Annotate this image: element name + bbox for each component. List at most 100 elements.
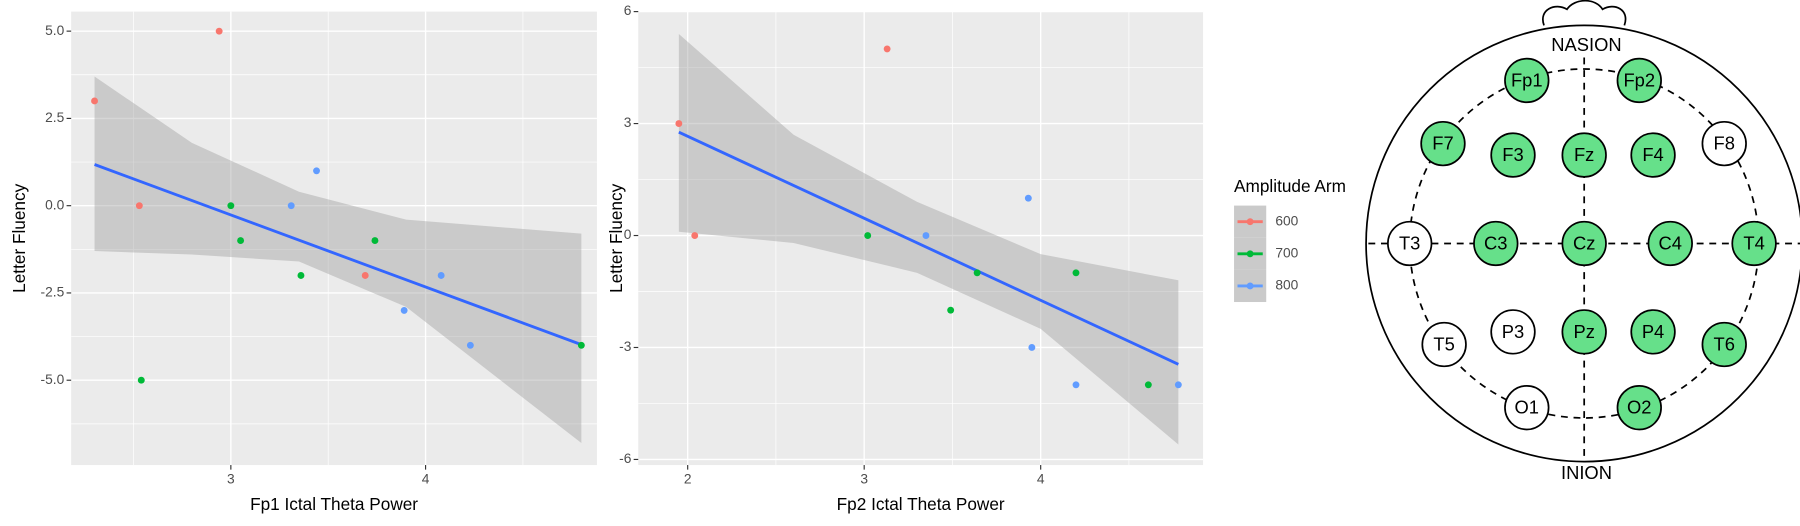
x-tick-label: 2 [684,472,692,487]
electrode-label: F4 [1642,144,1663,165]
electrode-label: F7 [1432,133,1453,154]
electrode-label: P4 [1642,321,1664,342]
eeg-diagram: NASION INION Fp1 Fp2 F7 F3 Fz F4 F8 T3 C3 Cz C4 T4 T… [1365,0,1800,483]
y-tick-label: 5.0 [45,23,64,38]
electrode-label: Fz [1574,144,1594,165]
panel-background [71,11,597,466]
electrode-label: C4 [1659,232,1682,253]
point [135,202,143,210]
point [137,376,145,384]
electrode [1490,132,1536,178]
point [1072,381,1080,389]
y-axis-title: Letter Fluency [9,183,29,292]
legend-label: 700 [1275,245,1298,260]
legend-dot [1246,218,1254,226]
electrode [1504,384,1550,431]
confidence-band [94,76,582,444]
x-tick-label: 3 [227,472,235,487]
electrode [1561,220,1607,267]
point [1072,269,1080,277]
point [577,341,585,349]
y-tick-label: -3 [619,339,632,354]
electrode [1701,120,1747,167]
point [400,306,408,314]
point [1028,344,1036,351]
point [973,269,981,277]
electrode [1473,220,1519,267]
regression-line [94,163,582,346]
electrode [1420,120,1466,167]
regression-line [678,130,1179,366]
legend-title: Amplitude Arm [1234,176,1346,196]
y-tick-label: -2.5 [41,285,65,300]
y-tick-label: -5.0 [41,372,65,387]
legend-label: 800 [1275,278,1298,293]
electrode-label: F8 [1714,133,1735,154]
point [297,272,305,279]
point [947,306,955,314]
point [91,97,98,105]
point [1024,194,1032,202]
y-tick-label: 0 [624,227,632,242]
nasion-label: NASION [1551,34,1621,55]
legend-label: 600 [1275,213,1298,228]
x-tick-label: 4 [1037,472,1045,487]
y-tick-label: -6 [619,451,632,466]
point [864,232,872,239]
electrode-label: Cz [1573,232,1595,253]
electrode [1504,57,1550,104]
y-tick-label: 2.5 [45,110,64,125]
electrode-label: O2 [1627,397,1652,418]
electrode [1701,321,1747,368]
x-tick-label: 3 [860,472,868,487]
y-axis-title: Letter Fluency [606,183,626,292]
electrode [1421,321,1467,368]
confidence-band [678,33,1179,445]
electrode-label: Fp1 [1511,69,1543,90]
point [675,120,683,128]
electrode [1630,132,1676,178]
point [237,237,245,245]
legend-dot [1246,282,1254,290]
electrode [1387,220,1433,267]
point [227,202,235,210]
electrode-label: Pz [1573,321,1594,342]
electrode [1561,309,1607,355]
point [883,45,891,53]
electrode [1647,220,1693,267]
electrode-label: T5 [1433,333,1454,354]
electrode-label: T4 [1743,232,1764,253]
electrode-label: T6 [1714,333,1735,354]
electrode [1561,132,1607,178]
x-axis-title: Fp1 Ictal Theta Power [250,494,418,514]
point [1144,381,1152,389]
electrode-label: P3 [1502,321,1524,342]
point [1174,381,1182,389]
electrode-label: C3 [1484,232,1507,253]
inion-label: INION [1561,462,1612,483]
legend-dot [1246,250,1254,258]
electrode [1490,309,1536,355]
point [215,27,223,35]
electrode-label: O1 [1515,397,1540,418]
point [691,232,699,239]
electrode-label: F3 [1502,144,1523,165]
x-axis-title: Fp2 Ictal Theta Power [837,494,1005,514]
nose [1542,0,1627,26]
electrode [1616,384,1662,431]
point [371,237,379,245]
point [922,232,930,239]
y-tick-label: 3 [624,115,632,130]
x-tick-label: 4 [422,472,430,487]
point [361,272,369,279]
point [313,167,320,175]
point [287,202,295,210]
electrode [1616,57,1662,104]
panel-background [638,11,1204,466]
electrode-label: Fp2 [1623,69,1655,90]
point [437,272,445,279]
point [466,341,474,349]
electrode [1630,309,1676,355]
y-tick-label: 0.0 [45,197,64,212]
